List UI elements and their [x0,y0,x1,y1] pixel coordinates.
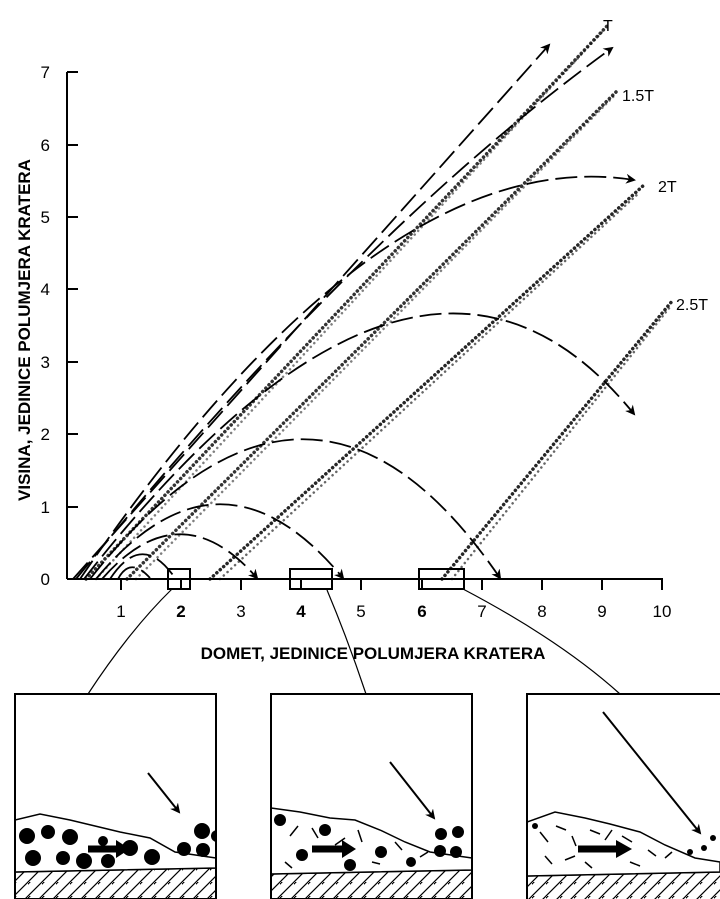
x-tick-label: 6 [417,602,426,621]
x-tick-label: 3 [236,602,245,621]
inset-panel-1 [15,694,223,899]
curtain-T [86,25,608,579]
x-tick-label: 10 [653,602,672,621]
curtain-2.5T [442,300,673,579]
inset-panel-2 [271,694,472,899]
ballistic-trajectories [73,45,634,579]
x-tick-label: 9 [597,602,606,621]
trajectory-2 [76,48,612,579]
y-tick-label: 3 [41,353,50,372]
y-tick-label: 1 [41,498,50,517]
y-tick-label: 6 [41,136,50,155]
y-tick-label: 4 [41,280,50,299]
x-ticks [121,579,662,590]
ejecta-curtains [86,25,673,579]
connector-1 [88,589,172,694]
x-tick-label: 2 [176,602,185,621]
y-tick-label: 0 [41,570,50,589]
bedrock-hatched [15,868,216,899]
axes [67,72,663,579]
inset-panel-3 [527,694,720,899]
x-tick-label: 8 [537,602,546,621]
x-tick-label: 4 [296,602,306,621]
trajectory-3 [80,177,634,579]
curve-label-1.5T: 1.5T [622,88,654,105]
curtain-2T-outer [220,192,640,579]
y-axis-label: VISINA, JEDINICE POLUMJERA KRATERA [15,159,34,501]
curtain-2.5T-outer [452,307,670,579]
x-tick-label: 7 [477,602,486,621]
curve-label-2T: 2T [658,179,677,196]
curve-label-T: T [603,18,613,35]
y-tick-label: 5 [41,208,50,227]
x-tick-label: 5 [356,602,365,621]
x-axis-label: DOMET, JEDINICE POLUMJERA KRATERA [201,644,546,663]
y-tick-labels: 0 1 2 3 4 5 6 7 [41,63,50,589]
curtain-1.5T-outer [136,96,614,579]
trajectory-7 [102,534,257,579]
x-tick-label: 1 [116,602,125,621]
y-ticks [67,72,78,579]
y-tick-label: 7 [41,63,50,82]
y-tick-label: 2 [41,425,50,444]
curve-label-2.5T: 2.5T [676,297,708,314]
x-tick-labels: 1 2 3 4 5 6 7 8 9 10 [116,602,671,621]
